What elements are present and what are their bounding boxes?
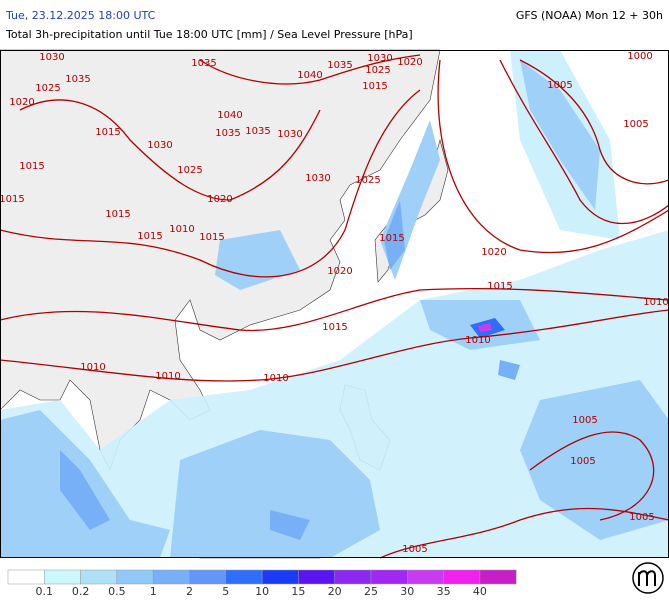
isobar-label: 1005 <box>629 512 654 523</box>
isobar-label: 1030 <box>277 129 302 140</box>
isobar-label: 1015 <box>95 127 120 138</box>
isobar-label: 1015 <box>322 322 347 333</box>
isobar-label: 1035 <box>191 58 216 69</box>
isobar-label: 1040 <box>297 70 322 81</box>
legend-label: 0.5 <box>108 585 126 598</box>
isobar-label: 1010 <box>263 373 288 384</box>
legend-label: 40 <box>473 585 487 598</box>
legend-swatch <box>116 569 154 585</box>
isobar-label: 1035 <box>245 126 270 137</box>
map-area: 1030103510251020101510151015103010251035… <box>0 49 669 559</box>
legend-swatch <box>334 569 372 585</box>
legend-label: 2 <box>186 585 193 598</box>
isobar-label: 1010 <box>465 335 490 346</box>
legend-swatch <box>370 569 408 585</box>
legend-label: 0.1 <box>36 585 54 598</box>
legend-swatch <box>225 569 263 585</box>
legend-swatch <box>443 569 481 585</box>
isobar-label: 1020 <box>481 247 506 258</box>
legend: 0.1 0.2 0.5 1 2 5 10 15 20 25 30 35 40 <box>7 569 517 598</box>
legend-label: 25 <box>364 585 378 598</box>
model: GFS (NOAA) Mon 12 + 30h <box>516 9 663 22</box>
legend-swatch <box>7 569 45 585</box>
isobar-label: 1025 <box>177 165 202 176</box>
isobar-label: 1015 <box>19 161 44 172</box>
logo <box>632 562 664 594</box>
isobar-label: 1015 <box>199 232 224 243</box>
isobar-label: 1015 <box>0 194 25 205</box>
legend-label: 20 <box>328 585 342 598</box>
isobar-label: 1020 <box>207 194 232 205</box>
precipitation <box>0 50 669 558</box>
isobar-label: 1005 <box>623 119 648 130</box>
isobar-label: 1020 <box>9 97 34 108</box>
legend-swatch <box>44 569 81 585</box>
legend-label: 30 <box>400 585 414 598</box>
legend-label: 5 <box>222 585 229 598</box>
legend-label: 35 <box>437 585 451 598</box>
legend-swatch <box>80 569 118 585</box>
legend-swatch <box>479 569 517 585</box>
legend-label: 1 <box>150 585 157 598</box>
isobar-label: 1010 <box>169 224 194 235</box>
isobar-label: 1005 <box>402 544 427 555</box>
isobar-label: 1010 <box>155 371 180 382</box>
legend-swatch <box>152 569 190 585</box>
isobar-label: 1030 <box>147 140 172 151</box>
isobar-label: 1015 <box>105 209 130 220</box>
legend-label: 10 <box>255 585 269 598</box>
isobar-label: 1005 <box>547 80 572 91</box>
map-title: Total 3h-precipitation until Tue 18:00 U… <box>5 28 413 41</box>
isobar-label: 1015 <box>379 233 404 244</box>
isobar-label: 1010 <box>643 297 668 308</box>
isobar-label: 1030 <box>39 52 64 63</box>
legend-swatch <box>189 569 227 585</box>
isobar-label: 1025 <box>35 83 60 94</box>
isobar-label: 1020 <box>327 266 352 277</box>
isobar-label: 1020 <box>397 57 422 68</box>
isobar-label: 1010 <box>80 362 105 373</box>
legend-swatch <box>261 569 299 585</box>
isobar-label: 1005 <box>572 415 597 426</box>
isobar-label: 1000 <box>627 51 652 62</box>
isobar-label: 1015 <box>137 231 162 242</box>
isobar-label: 1015 <box>487 281 512 292</box>
legend-label: 0.2 <box>72 585 90 598</box>
isobar-label: 1035 <box>65 74 90 85</box>
isobar-label: 1035 <box>215 128 240 139</box>
legend-label: 15 <box>291 585 305 598</box>
isobar-label: 1040 <box>217 110 242 121</box>
isobar-label: 1005 <box>570 456 595 467</box>
date: Tue, 23.12.2025 18:00 UTC <box>5 9 156 22</box>
isobar-label: 1035 <box>327 60 352 71</box>
isobar-label: 1030 <box>305 173 330 184</box>
legend-swatch <box>407 569 444 585</box>
isobar-label: 1015 <box>362 81 387 92</box>
isobar-label: 1030 <box>367 53 392 64</box>
legend-swatch <box>298 569 335 585</box>
isobar-label: 1025 <box>355 175 380 186</box>
isobar-label: 1025 <box>365 65 390 76</box>
isobars <box>0 54 669 559</box>
